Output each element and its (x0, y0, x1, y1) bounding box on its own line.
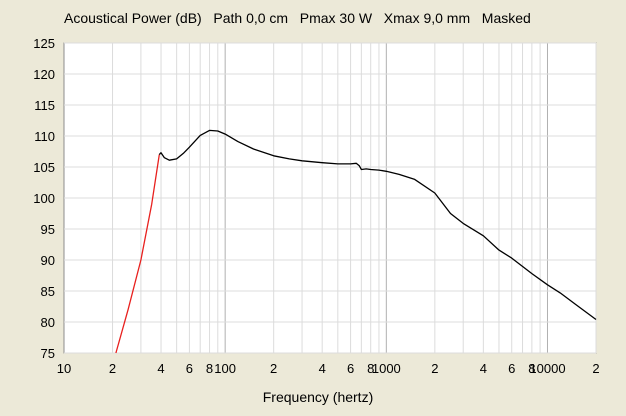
x-tick-label: 6 (347, 361, 354, 376)
y-tick-label: 115 (34, 98, 55, 113)
y-tick-label: 120 (33, 67, 55, 82)
x-tick-label: 8 (206, 361, 213, 376)
y-tick-label: 95 (41, 222, 55, 237)
x-tick-label: 4 (319, 361, 326, 376)
x-tick-label: 6 (508, 361, 515, 376)
y-tick-label: 90 (41, 253, 55, 268)
x-tick-label: 2 (270, 361, 277, 376)
series-line-red (115, 154, 160, 354)
y-tick-label: 105 (33, 160, 55, 175)
x-tick-label: 100 (214, 361, 236, 376)
x-tick-label: 1000 (372, 361, 401, 376)
y-tick-label: 125 (33, 36, 55, 51)
y-tick-label: 85 (41, 284, 55, 299)
x-tick-label: 10000 (529, 361, 565, 376)
x-tick-label: 10 (57, 361, 71, 376)
x-tick-label: 6 (186, 361, 193, 376)
y-tick-label: 110 (34, 129, 55, 144)
x-tick-label: 2 (431, 361, 438, 376)
y-tick-label: 100 (33, 191, 55, 206)
chart-title: Acoustical Power (dB) Path 0,0 cm Pmax 3… (64, 10, 531, 26)
x-tick-label: 4 (157, 361, 164, 376)
x-tick-label: 4 (480, 361, 487, 376)
x-tick-label: 2 (592, 361, 599, 376)
series-line-black (158, 129, 597, 321)
x-tick-label: 2 (109, 361, 116, 376)
y-tick-label: 75 (41, 346, 55, 361)
x-axis-label: Frequency (hertz) (262, 389, 374, 405)
x-tick-label: 8 (367, 361, 374, 376)
x-tick-label: 8 (528, 361, 535, 376)
y-tick-label: 80 (41, 315, 55, 330)
